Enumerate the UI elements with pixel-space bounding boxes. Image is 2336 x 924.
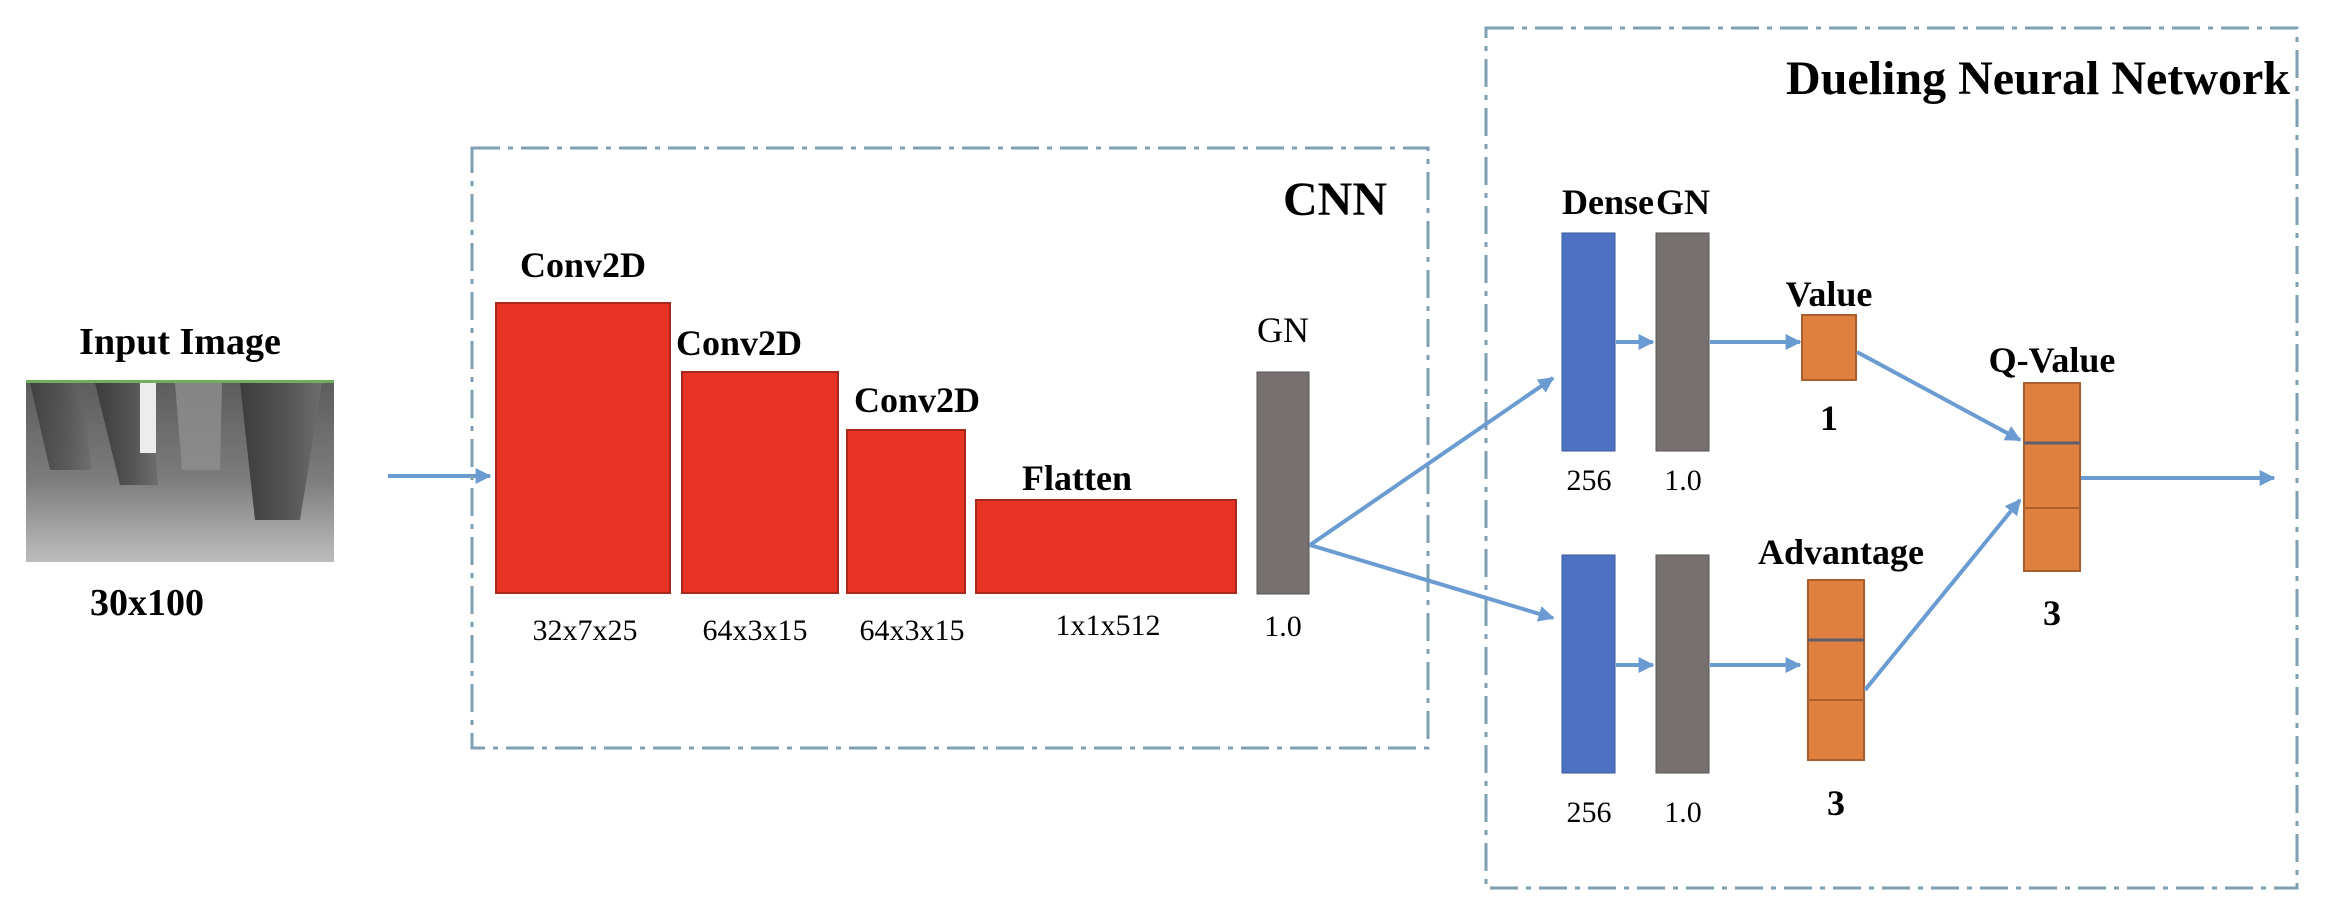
top-dense-block: [1561, 232, 1616, 452]
flatten-name: Flatten: [1022, 458, 1132, 498]
advantage-block: [1807, 579, 1865, 761]
top-gn-value: 1.0: [1664, 464, 1702, 497]
qvalue-name: Q-Value: [1989, 340, 2116, 380]
value-name: Value: [1786, 274, 1873, 314]
dueling-dashed-box: [1484, 26, 2299, 890]
qvalue-units: 3: [2043, 593, 2061, 633]
dueling-title: Dueling Neural Network: [1786, 52, 2290, 105]
conv3-shape: 64x3x15: [860, 614, 965, 647]
cnn-gn-name: GN: [1257, 310, 1309, 350]
cnn-title: CNN: [1283, 173, 1387, 226]
arrow-value-to-qvalue: [1856, 350, 2022, 442]
dense-label: Dense: [1562, 182, 1654, 222]
bottom-dense-block: [1561, 554, 1616, 774]
conv1-block: [495, 302, 671, 594]
top-gn-block: [1655, 232, 1710, 452]
arrow-gn-to-top-dense: [1308, 376, 1555, 547]
bottom-gn-block: [1655, 554, 1710, 774]
bottom-dense-units: 256: [1567, 796, 1612, 829]
value-units: 1: [1820, 398, 1838, 438]
input-size-label: 30x100: [90, 582, 204, 624]
gn-label: GN: [1656, 182, 1710, 222]
flatten-shape: 1x1x512: [1056, 609, 1161, 642]
conv1-shape: 32x7x25: [533, 614, 638, 647]
cnn-gn-block: [1256, 371, 1310, 595]
conv3-name: Conv2D: [854, 380, 980, 420]
conv3-block: [846, 429, 966, 594]
conv2-shape: 64x3x15: [703, 614, 808, 647]
arrow-advantage-to-qvalue: [1863, 498, 2022, 692]
qvalue-block: [2023, 382, 2081, 572]
cnn-gn-value: 1.0: [1264, 610, 1302, 643]
input-image-title: Input Image: [79, 321, 281, 363]
advantage-name: Advantage: [1758, 532, 1924, 572]
bottom-gn-value: 1.0: [1664, 796, 1702, 829]
input-depth-image: [26, 380, 334, 562]
flatten-block: [975, 499, 1237, 594]
conv1-name: Conv2D: [520, 245, 646, 285]
top-dense-units: 256: [1567, 464, 1612, 497]
cnn-dashed-box: [470, 146, 1430, 750]
advantage-units: 3: [1827, 783, 1845, 823]
arrow-gn-to-bottom-dense: [1309, 543, 1555, 622]
value-block: [1801, 314, 1857, 381]
conv2-block: [681, 371, 839, 594]
conv2-name: Conv2D: [676, 323, 802, 363]
